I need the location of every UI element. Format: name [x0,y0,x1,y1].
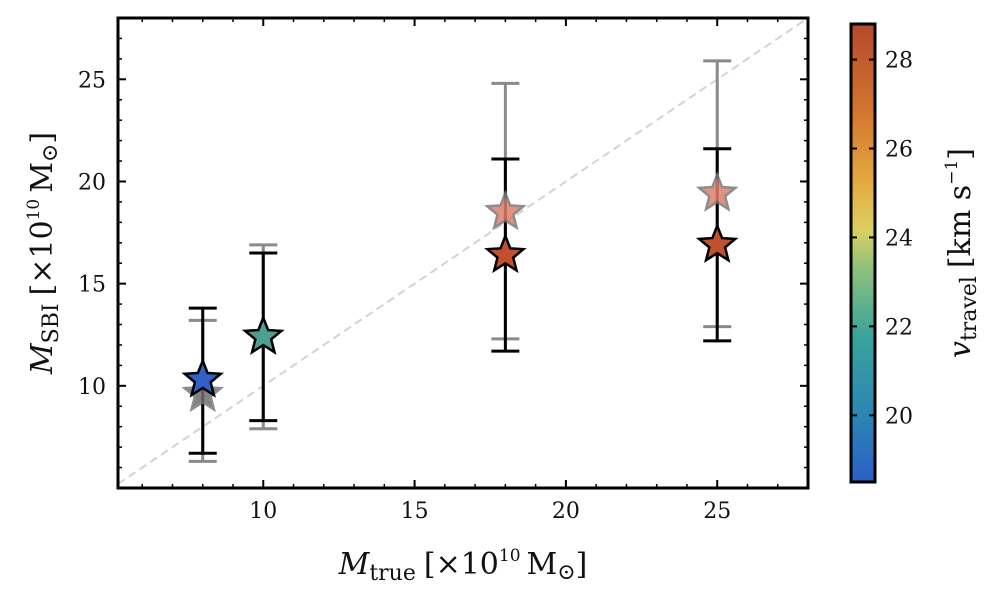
reference-line-layer [118,18,808,485]
tick-layer: 10 15 20 25 10 15 20 25 [78,17,809,524]
colorbar-tick-label: 22 [885,315,913,340]
x-axis-subscript: true [369,561,416,586]
faded-star-point [181,371,225,413]
faded-star-point [484,189,527,231]
colorbar-exponent: −1 [942,160,962,185]
star-point [181,357,225,398]
y-axis-exponent: 10 [24,199,44,221]
x-axis-symbol: M [338,547,371,582]
colorbar-tick-layer: 20 22 24 26 28 [851,49,913,429]
x-axis-sun-symbol: ⊙ [557,560,575,585]
x-axis-bracket-open: [×10 [424,547,499,582]
y-axis-symbol: M [25,342,60,375]
y-tick-label: 25 [78,68,106,93]
plot-frame [116,16,810,490]
y-tick-label: 10 [78,375,106,400]
star-point [695,222,739,263]
colorbar-tick-label: 24 [885,226,913,251]
y-axis-title: MSBI[×1010M⊙] [24,132,64,375]
colorbar-unit-open: [km s [943,185,978,268]
colorbar-subscript: travel [957,276,982,341]
marker-layer [181,171,739,413]
colorbar-tick-label: 20 [885,404,913,429]
star-point [484,232,527,274]
x-axis-unit: M [527,547,558,582]
y-axis-bracket-open: [×10 [25,220,60,295]
colorbar-tick-label: 28 [885,49,913,74]
y-tick-label: 15 [78,273,106,298]
y-axis-subscript: SBI [39,303,64,343]
x-axis-exponent: 10 [499,546,521,566]
x-tick-label: 25 [703,499,731,524]
faded-star-point [695,171,739,212]
x-tick-label: 15 [401,499,429,524]
identity-reference-line [118,18,808,485]
x-axis-bracket-close: ] [576,547,588,582]
colorbar-tick-label: 26 [885,138,913,163]
colorbar-symbol: v [943,341,978,358]
colorbar-title: vtravel [km s−1] [942,148,982,358]
y-tick-label: 20 [78,170,106,195]
y-axis-bracket-close: ] [25,132,60,144]
colorbar [849,22,877,484]
colorbar-unit-close: ] [943,148,978,160]
star-point [241,314,285,355]
y-axis-unit: M [25,162,60,193]
x-tick-label: 20 [552,499,580,524]
x-tick-label: 10 [249,499,277,524]
x-axis-title: Mtrue [×1010 M⊙] [338,546,588,586]
y-axis-sun-symbol: ⊙ [38,144,63,162]
